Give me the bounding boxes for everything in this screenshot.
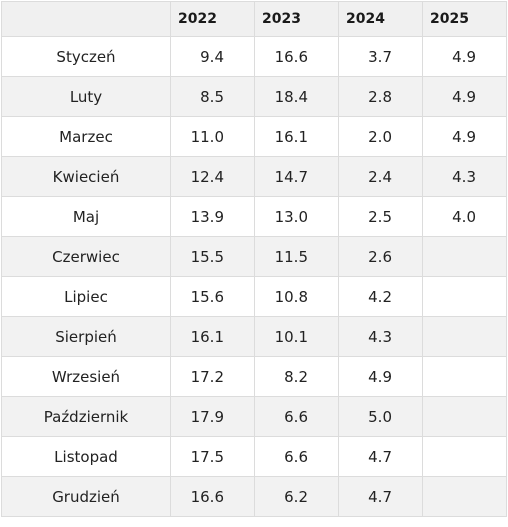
month-cell: Luty: [1, 76, 171, 117]
value-cell: 15.6: [170, 276, 255, 317]
header-corner-cell: [1, 1, 171, 37]
value-cell: 17.5: [170, 436, 255, 477]
table-row: Sierpień 16.1 10.1 4.3: [1, 316, 507, 357]
value-cell: 17.2: [170, 356, 255, 397]
value-cell: 2.5: [338, 196, 423, 237]
month-cell: Maj: [1, 196, 171, 237]
table-row: Kwiecień 12.4 14.7 2.4 4.3: [1, 156, 507, 197]
table-row: Lipiec 15.6 10.8 4.2: [1, 276, 507, 317]
value-cell: 16.6: [254, 36, 339, 77]
value-cell: 6.6: [254, 436, 339, 477]
value-cell: 2.8: [338, 76, 423, 117]
value-cell: 4.0: [422, 196, 507, 237]
value-cell: 16.6: [170, 476, 255, 517]
value-cell: 4.7: [338, 476, 423, 517]
table-row: Maj 13.9 13.0 2.5 4.0: [1, 196, 507, 237]
value-cell: 8.5: [170, 76, 255, 117]
month-cell: Październik: [1, 396, 171, 437]
header-year-2025: 2025: [422, 1, 507, 37]
table-header: 2022 2023 2024 2025: [1, 1, 507, 37]
table-row: Grudzień 16.6 6.2 4.7: [1, 476, 507, 517]
value-cell: 11.0: [170, 116, 255, 157]
value-cell: [422, 276, 507, 317]
value-cell: 13.0: [254, 196, 339, 237]
value-cell: 2.6: [338, 236, 423, 277]
value-cell: 10.8: [254, 276, 339, 317]
value-cell: 14.7: [254, 156, 339, 197]
value-cell: [422, 236, 507, 277]
table-body: Styczeń 9.4 16.6 3.7 4.9 Luty 8.5 18.4 2.8 4.9 Mar…: [1, 36, 507, 517]
value-cell: 4.7: [338, 436, 423, 477]
table-row: Listopad 17.5 6.6 4.7: [1, 436, 507, 477]
table-row: Czerwiec 15.5 11.5 2.6: [1, 236, 507, 277]
month-cell: Grudzień: [1, 476, 171, 517]
value-cell: [422, 476, 507, 517]
month-cell: Wrzesień: [1, 356, 171, 397]
table-row: Marzec 11.0 16.1 2.0 4.9: [1, 116, 507, 157]
month-cell: Kwiecień: [1, 156, 171, 197]
value-cell: [422, 356, 507, 397]
value-cell: 17.9: [170, 396, 255, 437]
monthly-data-table: 2022 2023 2024 2025 Styczeń 9.4 16.6 3.7 4.9…: [1, 1, 507, 517]
value-cell: 16.1: [170, 316, 255, 357]
header-row: 2022 2023 2024 2025: [1, 1, 507, 37]
value-cell: 6.2: [254, 476, 339, 517]
value-cell: 4.9: [422, 116, 507, 157]
month-cell: Styczeń: [1, 36, 171, 77]
value-cell: 12.4: [170, 156, 255, 197]
value-cell: 4.3: [422, 156, 507, 197]
value-cell: 8.2: [254, 356, 339, 397]
value-cell: 3.7: [338, 36, 423, 77]
header-year-2023: 2023: [254, 1, 339, 37]
value-cell: 10.1: [254, 316, 339, 357]
value-cell: 6.6: [254, 396, 339, 437]
value-cell: [422, 316, 507, 357]
month-cell: Listopad: [1, 436, 171, 477]
value-cell: [422, 436, 507, 477]
value-cell: 11.5: [254, 236, 339, 277]
value-cell: 4.9: [338, 356, 423, 397]
month-cell: Sierpień: [1, 316, 171, 357]
month-cell: Marzec: [1, 116, 171, 157]
value-cell: 18.4: [254, 76, 339, 117]
table-row: Wrzesień 17.2 8.2 4.9: [1, 356, 507, 397]
header-year-2022: 2022: [170, 1, 255, 37]
table-row: Styczeń 9.4 16.6 3.7 4.9: [1, 36, 507, 77]
value-cell: 4.9: [422, 36, 507, 77]
month-cell: Lipiec: [1, 276, 171, 317]
value-cell: [422, 396, 507, 437]
value-cell: 2.4: [338, 156, 423, 197]
table-row: Luty 8.5 18.4 2.8 4.9: [1, 76, 507, 117]
table-row: Październik 17.9 6.6 5.0: [1, 396, 507, 437]
value-cell: 4.9: [422, 76, 507, 117]
header-year-2024: 2024: [338, 1, 423, 37]
month-cell: Czerwiec: [1, 236, 171, 277]
value-cell: 2.0: [338, 116, 423, 157]
value-cell: 5.0: [338, 396, 423, 437]
value-cell: 4.2: [338, 276, 423, 317]
value-cell: 13.9: [170, 196, 255, 237]
value-cell: 9.4: [170, 36, 255, 77]
value-cell: 15.5: [170, 236, 255, 277]
value-cell: 16.1: [254, 116, 339, 157]
value-cell: 4.3: [338, 316, 423, 357]
